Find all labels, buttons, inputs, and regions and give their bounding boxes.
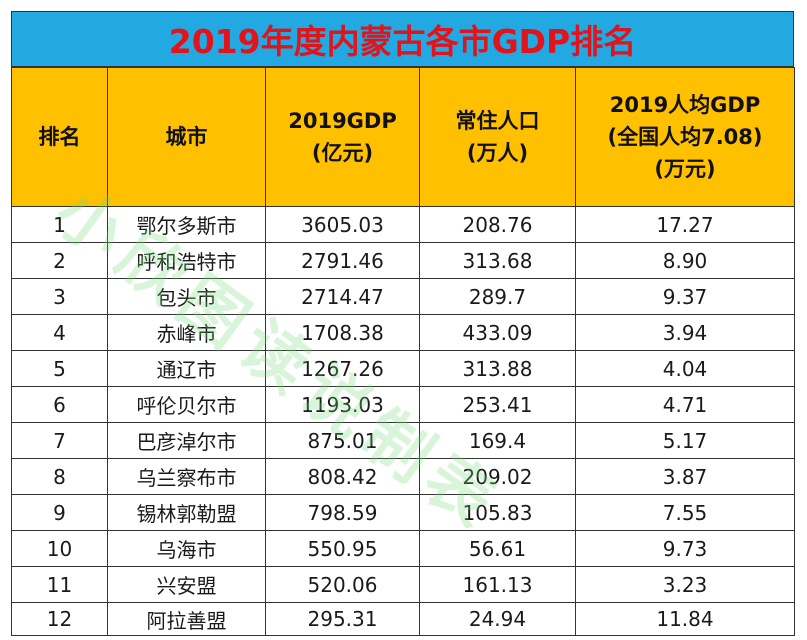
- header-line: (万元): [654, 157, 716, 181]
- population-cell: 209.02: [419, 458, 576, 495]
- per-capita-cell: 3.23: [575, 566, 795, 603]
- per-capita-cell: 9.73: [575, 530, 795, 567]
- per-capita-cell: 4.71: [575, 386, 795, 423]
- per-capita-cell: 8.90: [575, 242, 795, 279]
- header-per-capita: 2019人均GDP (全国人均7.08) (万元): [575, 67, 795, 207]
- per-capita-cell: 3.94: [575, 314, 795, 351]
- per-capita-cell: 5.17: [575, 422, 795, 459]
- gdp-cell: 1267.26: [265, 350, 420, 387]
- city-cell: 巴彦淖尔市: [107, 422, 266, 459]
- gdp-cell: 520.06: [265, 566, 420, 603]
- population-cell: 289.7: [419, 278, 576, 315]
- city-cell: 乌海市: [107, 530, 266, 567]
- gdp-cell: 1708.38: [265, 314, 420, 351]
- table-row: 8 乌兰察布市 808.42 209.02 3.87: [11, 458, 795, 495]
- gdp-cell: 3605.03: [265, 206, 420, 243]
- gdp-cell: 798.59: [265, 494, 420, 531]
- table-row: 6 呼伦贝尔市 1193.03 253.41 4.71: [11, 386, 795, 423]
- per-capita-cell: 17.27: [575, 206, 795, 243]
- city-cell: 兴安盟: [107, 566, 266, 603]
- header-row: 排名 城市 2019GDP (亿元) 常住人口 (万人) 2019人均GDP (全国人…: [11, 67, 795, 207]
- population-cell: 161.13: [419, 566, 576, 603]
- table-row: 5 通辽市 1267.26 313.88 4.04: [11, 350, 795, 387]
- population-cell: 169.4: [419, 422, 576, 459]
- per-capita-cell: 11.84: [575, 602, 795, 636]
- city-cell: 呼伦贝尔市: [107, 386, 266, 423]
- rank-cell: 5: [11, 350, 108, 387]
- per-capita-cell: 7.55: [575, 494, 795, 531]
- rank-cell: 3: [11, 278, 108, 315]
- table-row: 3 包头市 2714.47 289.7 9.37: [11, 278, 795, 315]
- city-cell: 包头市: [107, 278, 266, 315]
- population-cell: 105.83: [419, 494, 576, 531]
- rank-cell: 2: [11, 242, 108, 279]
- header-city: 城市: [107, 67, 266, 207]
- header-gdp: 2019GDP (亿元): [265, 67, 420, 207]
- population-cell: 24.94: [419, 602, 576, 636]
- city-cell: 呼和浩特市: [107, 242, 266, 279]
- table-row: 10 乌海市 550.95 56.61 9.73: [11, 530, 795, 567]
- gdp-cell: 875.01: [265, 422, 420, 459]
- header-line: 排名: [38, 125, 81, 149]
- population-cell: 313.88: [419, 350, 576, 387]
- header-line: (亿元): [311, 141, 374, 165]
- header-line: 城市: [165, 125, 208, 149]
- gdp-cell: 1193.03: [265, 386, 420, 423]
- table-row: 1 鄂尔多斯市 3605.03 208.76 17.27: [11, 206, 795, 243]
- population-cell: 313.68: [419, 242, 576, 279]
- per-capita-cell: 9.37: [575, 278, 795, 315]
- gdp-cell: 2714.47: [265, 278, 420, 315]
- table-row: 7 巴彦淖尔市 875.01 169.4 5.17: [11, 422, 795, 459]
- city-cell: 锡林郭勒盟: [107, 494, 266, 531]
- per-capita-cell: 4.04: [575, 350, 795, 387]
- header-population: 常住人口 (万人): [419, 67, 576, 207]
- header-line: 2019GDP: [288, 109, 397, 133]
- gdp-ranking-table: 排名 城市 2019GDP (亿元) 常住人口 (万人) 2019人均GDP (全国人…: [11, 67, 795, 636]
- rank-cell: 1: [11, 206, 108, 243]
- gdp-cell: 2791.46: [265, 242, 420, 279]
- population-cell: 253.41: [419, 386, 576, 423]
- population-cell: 56.61: [419, 530, 576, 567]
- table-row: 2 呼和浩特市 2791.46 313.68 8.90: [11, 242, 795, 279]
- table-row: 12 阿拉善盟 295.31 24.94 11.84: [11, 602, 795, 636]
- rank-cell: 12: [11, 602, 108, 636]
- rank-cell: 4: [11, 314, 108, 351]
- rank-cell: 10: [11, 530, 108, 567]
- rank-cell: 9: [11, 494, 108, 531]
- table-title: 2019年度内蒙古各市GDP排名: [11, 11, 794, 67]
- population-cell: 433.09: [419, 314, 576, 351]
- header-line: (全国人均7.08): [607, 125, 763, 149]
- table-row: 9 锡林郭勒盟 798.59 105.83 7.55: [11, 494, 795, 531]
- header-line: 2019人均GDP: [609, 93, 761, 117]
- rank-cell: 11: [11, 566, 108, 603]
- table-row: 11 兴安盟 520.06 161.13 3.23: [11, 566, 795, 603]
- city-cell: 赤峰市: [107, 314, 266, 351]
- city-cell: 通辽市: [107, 350, 266, 387]
- rank-cell: 7: [11, 422, 108, 459]
- per-capita-cell: 3.87: [575, 458, 795, 495]
- table-row: 4 赤峰市 1708.38 433.09 3.94: [11, 314, 795, 351]
- rank-cell: 6: [11, 386, 108, 423]
- population-cell: 208.76: [419, 206, 576, 243]
- rank-cell: 8: [11, 458, 108, 495]
- header-line: (万人): [466, 141, 529, 165]
- city-cell: 乌兰察布市: [107, 458, 266, 495]
- gdp-cell: 550.95: [265, 530, 420, 567]
- gdp-cell: 808.42: [265, 458, 420, 495]
- gdp-cell: 295.31: [265, 602, 420, 636]
- city-cell: 阿拉善盟: [107, 602, 266, 636]
- header-rank: 排名: [11, 67, 108, 207]
- header-line: 常住人口: [455, 109, 540, 133]
- city-cell: 鄂尔多斯市: [107, 206, 266, 243]
